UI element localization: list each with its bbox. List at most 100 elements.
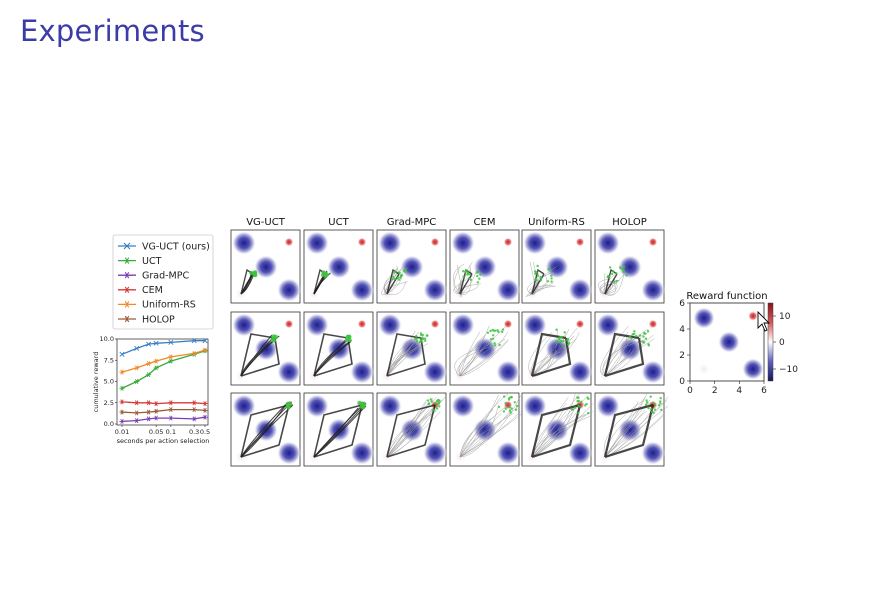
trajectory-endpoint — [560, 335, 563, 339]
trajectory-main-path — [240, 333, 280, 377]
data-point — [134, 379, 140, 384]
trajectory-endpoint — [646, 329, 650, 333]
obstacle — [423, 441, 447, 465]
trajectory-main-path — [386, 404, 436, 458]
trajectory-endpoint — [493, 344, 497, 347]
data-point — [134, 418, 140, 424]
trajectory-endpoint — [426, 399, 430, 402]
obstacle — [232, 394, 256, 418]
grid-column-header: Grad-MPC — [387, 217, 437, 228]
x-tick-label: 0.1 — [166, 428, 176, 436]
trajectory-line — [459, 284, 479, 295]
legend-item: CEM — [118, 285, 163, 296]
legend-item: Uniform-RS — [118, 300, 196, 311]
trajectory-endpoint — [642, 335, 645, 338]
legend-label: HOLOP — [142, 314, 175, 325]
trajectory-line — [386, 411, 441, 458]
trajectory-line — [459, 326, 506, 377]
obstacle — [232, 313, 256, 337]
trajectory-endpoint — [429, 398, 432, 401]
obstacle — [618, 337, 642, 361]
trajectory-line — [604, 279, 618, 295]
trajectory-main-path — [603, 403, 655, 459]
obstacle — [596, 394, 620, 418]
trajectory-panel — [230, 311, 301, 386]
obstacle — [545, 255, 569, 279]
trajectory-endpoint — [402, 269, 405, 272]
trajectory-bundle — [525, 261, 558, 297]
trajectory-endpoint — [652, 411, 655, 414]
y-tick-label: 5.0 — [104, 378, 114, 386]
trajectory-endpoint — [467, 277, 471, 280]
trajectory-endpoint — [489, 344, 492, 347]
trajectory-endpoint — [509, 395, 513, 399]
trajectory-endpoint — [514, 408, 518, 411]
trajectory-endpoint — [513, 401, 516, 404]
trajectory-endpoint — [644, 403, 648, 406]
trajectory-endpoint — [647, 344, 650, 347]
data-point — [153, 415, 159, 421]
grid-column-header: Uniform-RS — [528, 217, 585, 228]
trajectory-endpoint — [423, 337, 427, 340]
data-point — [202, 407, 208, 413]
trajectory-endpoint — [479, 273, 482, 276]
trajectory-endpoint — [466, 273, 469, 276]
obstacle — [568, 441, 592, 465]
trajectory-endpoint — [430, 400, 433, 403]
slide-title: Experiments — [20, 14, 205, 48]
trajectory-endpoint — [498, 343, 501, 347]
trajectory-endpoint — [492, 329, 495, 332]
trajectory-panel — [303, 392, 374, 467]
trajectory-line — [454, 348, 480, 377]
obstacle — [618, 255, 642, 279]
trajectory-panel — [376, 392, 447, 467]
trajectory-endpoint — [563, 331, 566, 334]
trajectory-bundle — [600, 325, 655, 378]
trajectory-endpoint — [418, 340, 422, 344]
trajectory-endpoint — [391, 278, 394, 281]
obstacle — [568, 360, 592, 384]
trajectory-endpoint — [396, 276, 399, 280]
trajectory-endpoint — [572, 408, 575, 411]
trajectory-endpoint — [630, 337, 633, 340]
obstacle — [496, 441, 520, 465]
trajectory-endpoint — [649, 395, 652, 398]
trajectory-endpoint — [610, 272, 614, 276]
rf-y-tick-label: 2 — [679, 351, 685, 361]
trajectory-panel — [230, 392, 301, 467]
trajectory-endpoint — [578, 405, 581, 408]
trajectory-panel — [521, 392, 594, 467]
trajectory-endpoint — [654, 403, 657, 406]
legend-marker — [123, 286, 131, 294]
trajectory-endpoint — [585, 402, 588, 406]
trajectory-endpoint — [419, 332, 423, 335]
trajectory-endpoint — [642, 341, 646, 344]
trajectory-line — [531, 393, 576, 458]
trajectory-endpoint — [622, 268, 625, 272]
trajectory-endpoint — [646, 401, 649, 404]
trajectory-endpoint — [622, 270, 625, 274]
trajectory-endpoint — [478, 277, 481, 280]
trajectory-line — [525, 283, 546, 297]
data-point — [146, 341, 152, 347]
trajectory-endpoint — [436, 398, 440, 402]
trajectory-line — [604, 277, 611, 295]
trajectory-endpoint — [659, 402, 662, 405]
trajectory-endpoint — [476, 270, 479, 274]
obstacle — [423, 360, 447, 384]
obstacle — [305, 394, 329, 418]
trajectory-bundle — [459, 392, 524, 458]
trajectory-panel — [376, 229, 447, 304]
trajectory-endpoint — [615, 279, 618, 283]
trajectory-endpoint — [398, 271, 401, 275]
legend-item: UCT — [118, 256, 162, 267]
trajectory-endpoint — [252, 271, 257, 276]
trajectory-line — [386, 399, 444, 458]
trajectory-endpoint — [435, 407, 439, 410]
trajectory-main-path — [530, 403, 582, 459]
trajectory-line — [604, 338, 655, 377]
data-point — [119, 399, 125, 405]
trajectory-line — [459, 407, 513, 458]
trajectory-line — [385, 266, 404, 295]
trajectory-grid: VG-UCT UCT Grad-MPC CEM Uniform-RS HOLOP — [230, 217, 669, 467]
